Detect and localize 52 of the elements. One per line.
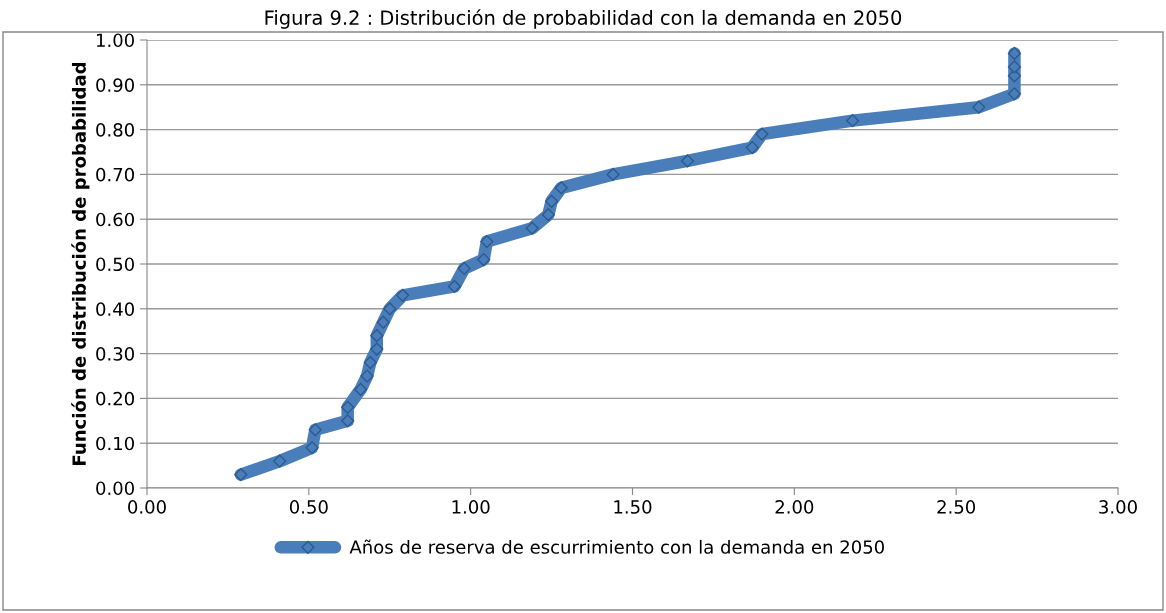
- point: [354, 382, 368, 397]
- point: [480, 235, 494, 249]
- y-tick-label: 0.60: [96, 212, 134, 227]
- point: [234, 467, 248, 482]
- y-axis-title: Función de distribución de probabilidad: [71, 62, 90, 465]
- x-tick-label: 3.00: [1099, 500, 1137, 514]
- x-tick-label: 1.00: [452, 500, 490, 514]
- point: [341, 400, 355, 414]
- point: [755, 127, 769, 141]
- point: [680, 154, 695, 168]
- point: [305, 441, 319, 455]
- y-tick-label: 1.00: [96, 33, 134, 48]
- point: [376, 315, 390, 329]
- point: [477, 252, 491, 267]
- point: [360, 369, 374, 383]
- y-tick-label: 0.00: [96, 481, 134, 496]
- y-tick-label: 0.40: [96, 302, 134, 316]
- point: [457, 261, 471, 276]
- point: [370, 342, 384, 356]
- x-tick-label: 2.50: [937, 500, 976, 514]
- point: [1007, 87, 1022, 101]
- y-tick-label: 0.70: [96, 167, 134, 182]
- y-tick-label: 0.30: [96, 347, 134, 361]
- point: [370, 329, 384, 343]
- point: [554, 181, 568, 195]
- chart-title: Figura 9.2 : Distribución de probabilidad con la demanda en 2050: [265, 9, 902, 29]
- point: [383, 302, 397, 316]
- point: [972, 100, 986, 114]
- x-tick-label: 0.50: [289, 500, 328, 514]
- point: [273, 454, 287, 468]
- point: [541, 208, 555, 222]
- point: [544, 194, 559, 208]
- point: [745, 140, 759, 155]
- y-tick-label: 0.50: [96, 257, 134, 272]
- point: [1007, 60, 1022, 74]
- point: [341, 414, 355, 428]
- point: [363, 355, 377, 370]
- x-tick-label: 0.00: [128, 500, 166, 514]
- point: [396, 288, 410, 302]
- y-tick-label: 0.80: [96, 123, 134, 137]
- point: [525, 221, 539, 235]
- y-tick-label: 0.90: [96, 78, 134, 92]
- y-tick-label: 0.20: [96, 391, 134, 406]
- point: [606, 167, 620, 181]
- point: [308, 423, 322, 437]
- point: [846, 114, 860, 128]
- point: [1007, 46, 1022, 61]
- legend-label: Años de reserva de escurrimiento con la demanda en 2050: [349, 539, 884, 554]
- y-tick-label: 0.10: [96, 436, 134, 451]
- point: [447, 279, 462, 293]
- x-tick-label: 2.00: [775, 500, 814, 514]
- x-tick-label: 1.50: [614, 500, 652, 514]
